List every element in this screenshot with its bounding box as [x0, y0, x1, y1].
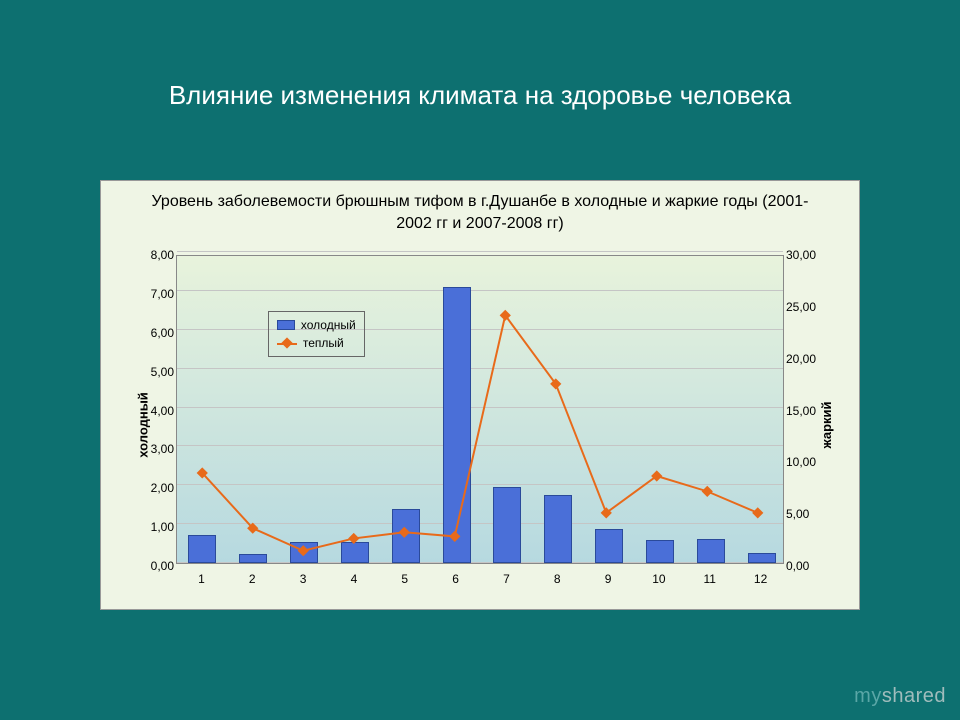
y-right-tick: 30,00 [786, 248, 822, 262]
x-tick: 9 [605, 572, 612, 586]
y-right-tick: 15,00 [786, 404, 822, 418]
y-right-tick: 5,00 [786, 507, 822, 521]
x-tick: 6 [452, 572, 459, 586]
x-tick: 7 [503, 572, 510, 586]
line-marker [298, 545, 309, 556]
chart-container: Уровень заболевемости брюшным тифом в г.… [100, 180, 860, 610]
y-right-tick: 25,00 [786, 300, 822, 314]
y-left-tick: 4,00 [140, 404, 174, 418]
line-marker [752, 507, 763, 518]
y-left-tick: 1,00 [140, 520, 174, 534]
line-marker [449, 531, 460, 542]
x-tick: 4 [351, 572, 358, 586]
line-marker [348, 533, 359, 544]
chart-title: Уровень заболевемости брюшным тифом в г.… [101, 181, 859, 240]
x-tick: 11 [704, 572, 716, 586]
line-marker [702, 486, 713, 497]
y-left-tick: 8,00 [140, 248, 174, 262]
x-tick: 8 [554, 572, 561, 586]
y-left-tick: 2,00 [140, 481, 174, 495]
y-left-tick: 0,00 [140, 559, 174, 573]
watermark: myshared [854, 685, 946, 708]
line-marker [399, 527, 410, 538]
x-tick: 10 [652, 572, 665, 586]
slide-title: Влияние изменения климата на здоровье че… [0, 80, 960, 111]
grid-line [177, 251, 783, 252]
x-tick: 3 [300, 572, 307, 586]
plot-area: холодный теплый [176, 255, 784, 564]
y-left-tick: 5,00 [140, 365, 174, 379]
watermark-dark: my [854, 685, 882, 707]
x-tick: 2 [249, 572, 256, 586]
x-tick: 1 [198, 572, 205, 586]
plot-wrap: холодный жаркий холодный теплый 0,001,00… [116, 255, 844, 594]
y-left-tick: 6,00 [140, 326, 174, 340]
y-right-tick: 20,00 [786, 352, 822, 366]
y-right-tick: 10,00 [786, 455, 822, 469]
line-series [202, 315, 758, 550]
y-left-tick: 7,00 [140, 287, 174, 301]
x-tick: 5 [401, 572, 408, 586]
y-left-tick: 3,00 [140, 442, 174, 456]
line-series-svg [177, 256, 783, 563]
x-tick: 12 [754, 572, 767, 586]
y-right-tick: 0,00 [786, 559, 822, 573]
watermark-light: shared [882, 685, 946, 707]
